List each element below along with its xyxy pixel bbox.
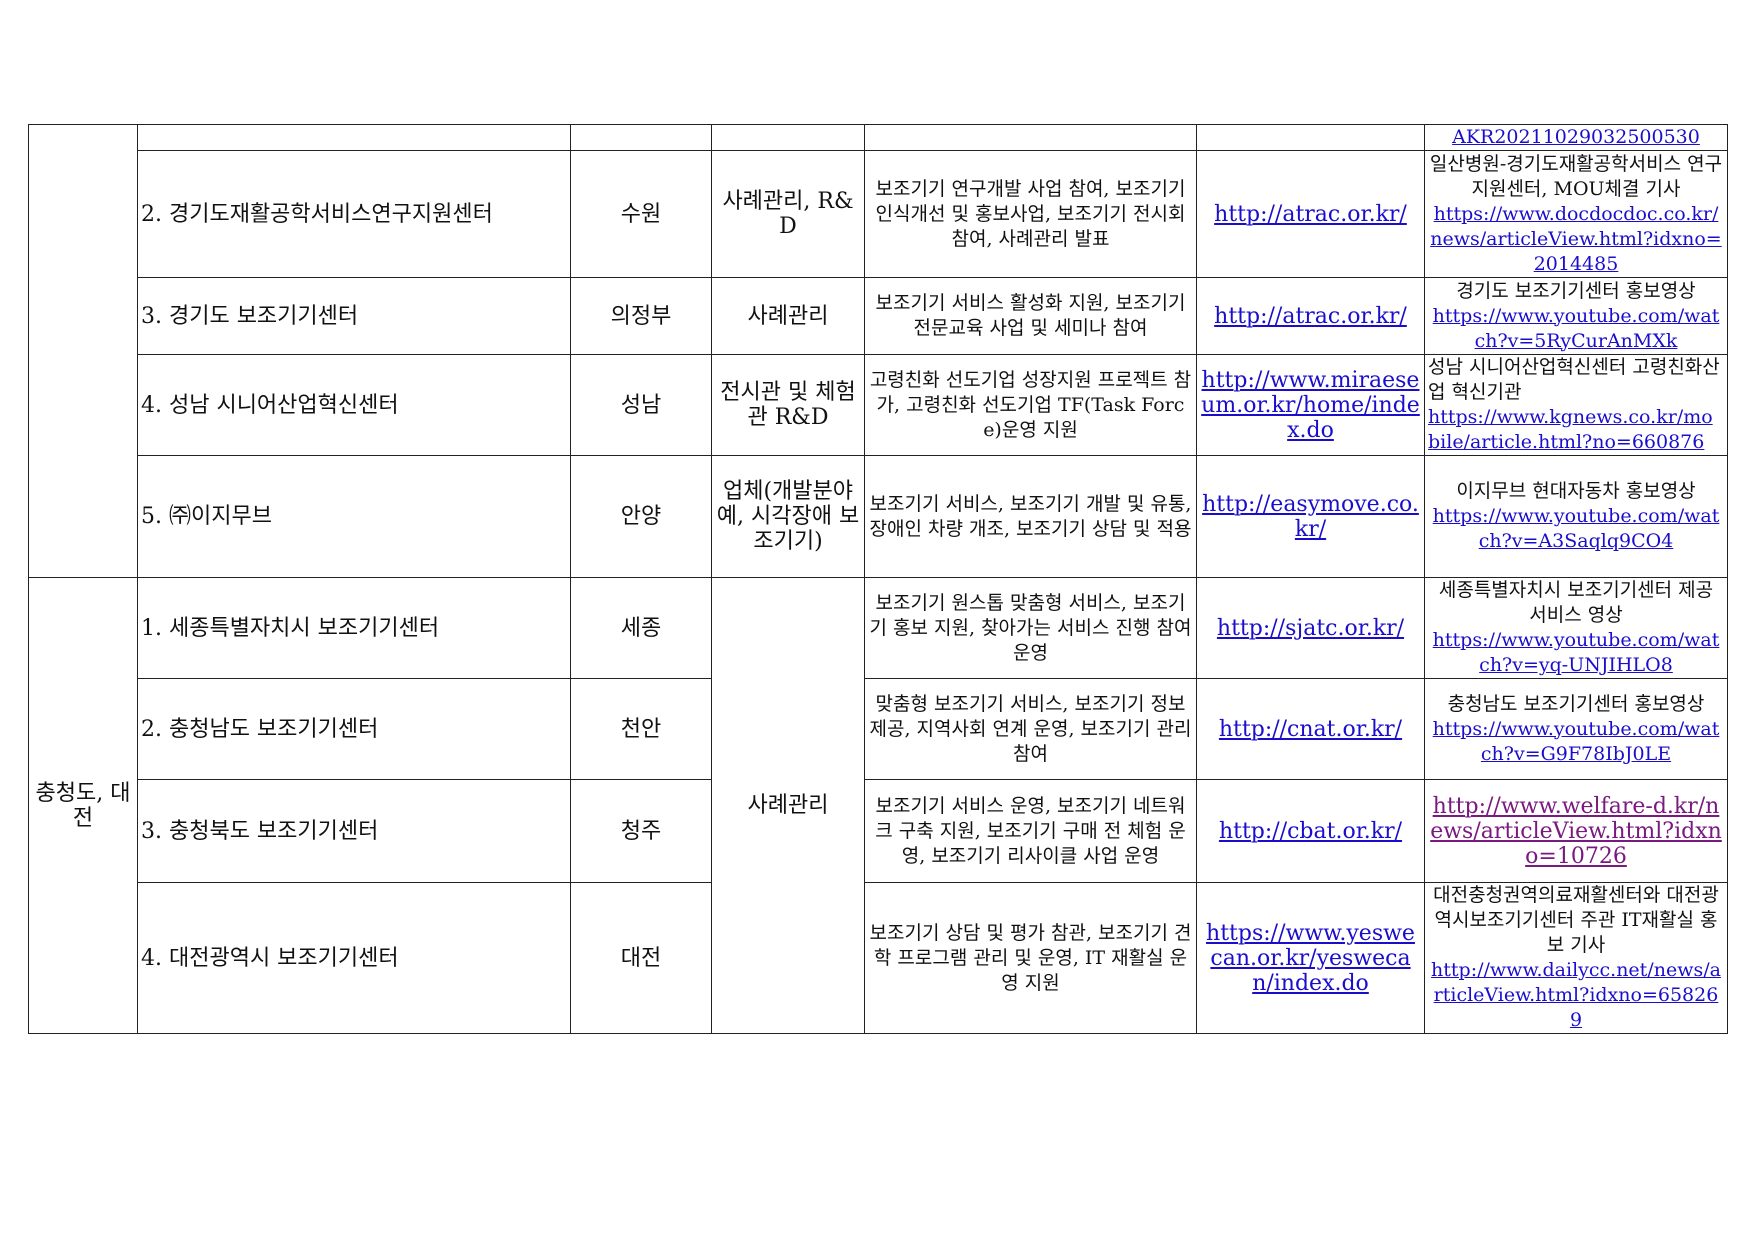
table-row: 3. 충청북도 보조기기센터 청주 보조기기 서비스 운영, 보조기기 네트워크…: [29, 779, 1728, 883]
reference-link[interactable]: http://www.dailycc.net/news/articleView.…: [1431, 959, 1721, 1031]
table-row: 3. 경기도 보조기기센터 의정부 사례관리 보조기기 서비스 활성화 지원, …: [29, 277, 1728, 355]
website-link[interactable]: http://easymove.co.kr/: [1202, 491, 1419, 542]
org-name: 5. ㈜이지무브: [137, 455, 571, 578]
table-row: 4. 대전광역시 보조기기센터 대전 보조기기 상담 및 평가 참관, 보조기기…: [29, 882, 1728, 1034]
type: 전시관 및 체험관 R&D: [711, 354, 865, 456]
reference-link[interactable]: https://www.kgnews.co.kr/mobile/article.…: [1428, 406, 1713, 453]
region-cell: 충청도, 대전: [28, 577, 138, 1034]
org-name: 2. 경기도재활공학서비스연구지원센터: [137, 150, 571, 278]
table-row: 충청도, 대전 1. 세종특별자치시 보조기기센터 세종 사례관리 보조기기 원…: [28, 577, 1728, 1034]
website-link[interactable]: http://atrac.or.kr/: [1214, 303, 1407, 329]
description: 보조기기 원스톱 맞춤형 서비스, 보조기기 홍보 지원, 찾아가는 서비스 진…: [864, 577, 1197, 679]
type: 사례관리: [711, 577, 865, 1034]
city: 안양: [570, 455, 712, 578]
reference-text: 일산병원-경기도재활공학서비스 연구지원센터, MOU체결 기사: [1429, 152, 1723, 200]
website-link[interactable]: http://www.miraeseum.or.kr/home/index.do: [1201, 367, 1420, 443]
city: 의정부: [570, 277, 712, 355]
website-link[interactable]: http://cnat.or.kr/: [1218, 716, 1403, 742]
city: 대전: [570, 882, 712, 1034]
website-link[interactable]: http://atrac.or.kr/: [1214, 201, 1407, 227]
city: 청주: [570, 779, 712, 883]
description: 보조기기 연구개발 사업 참여, 보조기기 인식개선 및 홍보사업, 보조기기 …: [864, 150, 1197, 278]
reference-link[interactable]: https://www.youtube.com/watch?v=5RyCurAn…: [1432, 304, 1720, 352]
reference-link[interactable]: AKR20211029032500530: [1452, 126, 1700, 148]
reference-text: 성남 시니어산업혁신센터 고령친화산업 혁신기관: [1428, 356, 1720, 403]
city: 세종: [570, 577, 712, 679]
city: 천안: [570, 678, 712, 780]
table-row: 4. 성남 시니어산업혁신센터 성남 전시관 및 체험관 R&D 고령친화 선도…: [29, 354, 1728, 456]
description: 보조기기 상담 및 평가 참관, 보조기기 견학 프로그램 관리 및 운영, I…: [864, 882, 1197, 1034]
organization-table: AKR20211029032500530 2. 경기도재활공학서비스연구지원센터…: [28, 124, 1728, 1034]
reference-text: 세종특별자치시 보조기기센터 제공 서비스 영상: [1438, 579, 1714, 626]
reference-link[interactable]: https://www.youtube.com/watch?v=yq-UNJIH…: [1432, 629, 1720, 676]
reference-text: 이지무브 현대자동차 홍보영상: [1456, 480, 1696, 502]
org-name: 2. 충청남도 보조기기센터: [137, 678, 571, 780]
table-row: 2. 경기도재활공학서비스연구지원센터 수원 사례관리, R&D 보조기기 연구…: [29, 150, 1728, 278]
type: 사례관리, R&D: [711, 150, 865, 278]
reference-text: 경기도 보조기기센터 홍보영상: [1456, 279, 1696, 302]
website-link[interactable]: https://www.yeswecan.or.kr/yeswecan/inde…: [1206, 920, 1415, 996]
reference-link[interactable]: https://www.youtube.com/watch?v=A3Saqlq9…: [1432, 505, 1720, 552]
website-link[interactable]: http://sjatc.or.kr/: [1216, 615, 1405, 641]
reference-text: 충청남도 보조기기센터 홍보영상: [1447, 692, 1705, 715]
region-cell: [28, 124, 138, 578]
type: 업체(개발분야 예, 시각장애 보조기기): [711, 455, 865, 578]
reference-link[interactable]: https://www.docdocdoc.co.kr/news/article…: [1430, 202, 1722, 275]
website-link[interactable]: http://cbat.or.kr/: [1218, 818, 1403, 844]
org-name: 1. 세종특별자치시 보조기기센터: [137, 577, 571, 679]
table-row: 2. 충청남도 보조기기센터 천안 맞춤형 보조기기 서비스, 보조기기 정보 …: [29, 678, 1728, 780]
reference-text: 대전충청권역의료재활센터와 대전광역시보조기기센터 주관 IT재활실 홍보 기사: [1433, 884, 1719, 956]
table-row: AKR20211029032500530: [28, 124, 1728, 578]
org-name: 3. 경기도 보조기기센터: [137, 277, 571, 355]
org-name: 3. 충청북도 보조기기센터: [137, 779, 571, 883]
description: 보조기기 서비스, 보조기기 개발 및 유통, 장애인 차량 개조, 보조기기 …: [864, 455, 1197, 578]
description: 보조기기 서비스 운영, 보조기기 네트워크 구축 지원, 보조기기 구매 전 …: [864, 779, 1197, 883]
description: 보조기기 서비스 활성화 지원, 보조기기 전문교육 사업 및 세미나 참여: [864, 277, 1197, 355]
reference-link[interactable]: http://www.welfare-d.kr/news/articleView…: [1430, 793, 1722, 869]
description: 고령친화 선도기업 성장지원 프로젝트 참가, 고령친화 선도기업 TF(Tas…: [864, 354, 1197, 456]
type: 사례관리: [711, 277, 865, 355]
org-name: 4. 대전광역시 보조기기센터: [137, 882, 571, 1034]
description: 맞춤형 보조기기 서비스, 보조기기 정보 제공, 지역사회 연계 운영, 보조…: [864, 678, 1197, 780]
city: 수원: [570, 150, 712, 278]
city: 성남: [570, 354, 712, 456]
reference-link[interactable]: https://www.youtube.com/watch?v=G9F78IbJ…: [1432, 717, 1720, 765]
table-row: 5. ㈜이지무브 안양 업체(개발분야 예, 시각장애 보조기기) 보조기기 서…: [29, 455, 1728, 578]
org-name: 4. 성남 시니어산업혁신센터: [137, 354, 571, 456]
